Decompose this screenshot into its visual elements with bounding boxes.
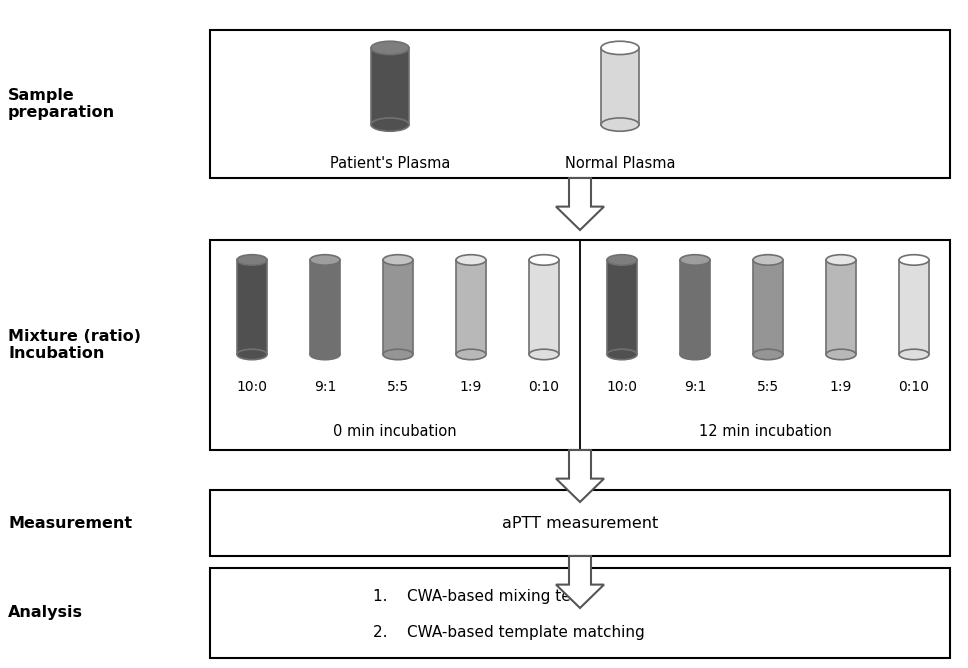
- Ellipse shape: [456, 255, 486, 265]
- Text: Mixture (ratio)
Incubation: Mixture (ratio) Incubation: [8, 329, 141, 361]
- Bar: [383, 260, 413, 355]
- Text: 1:9: 1:9: [460, 380, 482, 394]
- Text: 5:5: 5:5: [757, 380, 779, 394]
- Ellipse shape: [753, 349, 783, 359]
- Ellipse shape: [899, 349, 929, 359]
- Ellipse shape: [753, 255, 783, 265]
- Ellipse shape: [371, 41, 409, 55]
- Bar: [529, 260, 559, 355]
- Text: 9:1: 9:1: [314, 380, 336, 394]
- Text: 9:1: 9:1: [683, 380, 707, 394]
- Ellipse shape: [310, 349, 340, 359]
- Ellipse shape: [826, 255, 856, 265]
- Text: 10:0: 10:0: [236, 380, 267, 394]
- Text: 1:9: 1:9: [830, 380, 852, 394]
- Text: 0:10: 0:10: [529, 380, 560, 394]
- Ellipse shape: [383, 349, 413, 359]
- Ellipse shape: [601, 118, 639, 131]
- Bar: [210, 568, 950, 658]
- Ellipse shape: [383, 255, 413, 265]
- Ellipse shape: [237, 349, 267, 359]
- Bar: [826, 260, 856, 355]
- Bar: [371, 48, 409, 125]
- Ellipse shape: [607, 255, 637, 265]
- Text: 10:0: 10:0: [607, 380, 638, 394]
- Bar: [310, 260, 340, 355]
- Bar: [456, 260, 486, 355]
- Bar: [680, 260, 710, 355]
- Bar: [753, 260, 783, 355]
- Text: 1.    CWA-based mixing test: 1. CWA-based mixing test: [373, 589, 585, 605]
- Ellipse shape: [607, 349, 637, 359]
- Ellipse shape: [601, 41, 639, 55]
- Text: Normal Plasma: Normal Plasma: [564, 156, 676, 172]
- Bar: [899, 260, 929, 355]
- Text: 0:10: 0:10: [898, 380, 929, 394]
- Text: 5:5: 5:5: [387, 380, 409, 394]
- Ellipse shape: [680, 255, 710, 265]
- Text: aPTT measurement: aPTT measurement: [501, 516, 658, 530]
- Bar: [210, 240, 950, 450]
- Ellipse shape: [456, 349, 486, 359]
- Polygon shape: [556, 450, 604, 502]
- Text: Analysis: Analysis: [8, 605, 83, 621]
- Text: Sample
preparation: Sample preparation: [8, 88, 115, 120]
- Ellipse shape: [371, 118, 409, 131]
- Text: 0 min incubation: 0 min incubation: [333, 424, 457, 439]
- Ellipse shape: [680, 349, 710, 359]
- Ellipse shape: [826, 349, 856, 359]
- Bar: [607, 260, 637, 355]
- Text: 12 min incubation: 12 min incubation: [699, 424, 832, 439]
- Text: Measurement: Measurement: [8, 516, 132, 530]
- Ellipse shape: [899, 255, 929, 265]
- Ellipse shape: [529, 255, 559, 265]
- Text: Patient's Plasma: Patient's Plasma: [330, 156, 450, 172]
- Polygon shape: [556, 556, 604, 608]
- Bar: [210, 30, 950, 178]
- Ellipse shape: [310, 255, 340, 265]
- Text: 2.    CWA-based template matching: 2. CWA-based template matching: [373, 625, 645, 641]
- Bar: [210, 490, 950, 556]
- Ellipse shape: [237, 255, 267, 265]
- Polygon shape: [556, 178, 604, 230]
- Ellipse shape: [529, 349, 559, 359]
- Bar: [237, 260, 267, 355]
- Bar: [601, 48, 639, 125]
